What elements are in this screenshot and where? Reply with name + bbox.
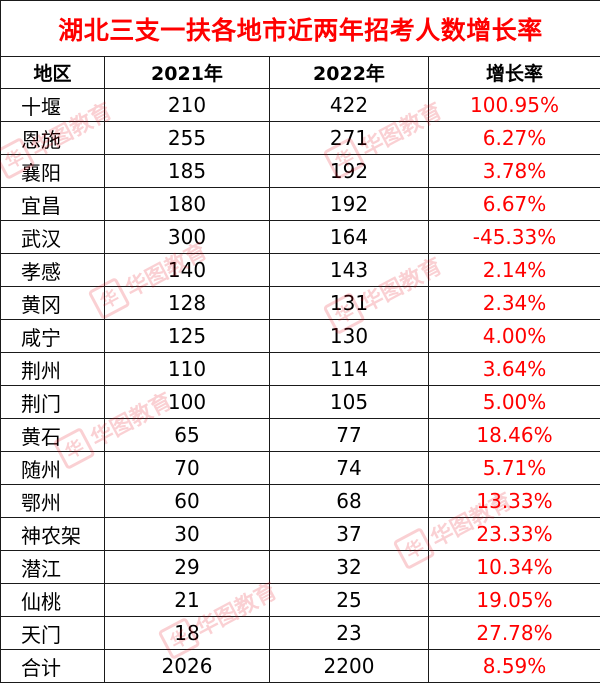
growth-rate-cell: 5.00% <box>427 385 600 419</box>
value-2021-cell: 185 <box>104 154 270 188</box>
region-cell: 孝感 <box>0 253 105 287</box>
region-cell: 宜昌 <box>0 187 105 221</box>
growth-rate-cell: -45.33% <box>427 220 600 254</box>
value-2021-cell: 110 <box>104 352 270 386</box>
table-row: 咸宁 125 130 4.00% <box>0 319 600 353</box>
region-cell: 随州 <box>0 451 105 485</box>
value-2021-cell: 21 <box>104 583 270 617</box>
header-2022: 2022年 <box>269 56 429 89</box>
growth-rate-cell: 6.27% <box>427 121 600 155</box>
region-cell: 天门 <box>0 616 105 650</box>
region-cell: 黄冈 <box>0 286 105 320</box>
value-2022-cell: 37 <box>269 517 429 551</box>
table-row: 恩施 255 271 6.27% <box>0 121 600 155</box>
value-2022-cell: 74 <box>269 451 429 485</box>
value-2021-cell: 100 <box>104 385 270 419</box>
header-region: 地区 <box>0 56 105 89</box>
header-2021: 2021年 <box>104 56 270 89</box>
value-2021-cell: 300 <box>104 220 270 254</box>
value-2022-cell: 131 <box>269 286 429 320</box>
region-cell: 襄阳 <box>0 154 105 188</box>
growth-rate-cell: 2.14% <box>427 253 600 287</box>
table-row: 随州 70 74 5.71% <box>0 451 600 485</box>
header-growth-rate: 增长率 <box>427 56 600 89</box>
growth-rate-cell: 100.95% <box>427 88 600 122</box>
value-2021-cell: 125 <box>104 319 270 353</box>
value-2022-cell: 192 <box>269 154 429 188</box>
region-cell: 仙桃 <box>0 583 105 617</box>
table-row: 仙桃 21 25 19.05% <box>0 583 600 617</box>
value-2022-cell: 32 <box>269 550 429 584</box>
value-2021-cell: 128 <box>104 286 270 320</box>
table-row: 鄂州 60 68 13.33% <box>0 484 600 518</box>
value-2021-cell: 30 <box>104 517 270 551</box>
value-2021-cell: 2026 <box>104 649 270 683</box>
table-row: 十堰 210 422 100.95% <box>0 88 600 122</box>
value-2021-cell: 180 <box>104 187 270 221</box>
value-2021-cell: 65 <box>104 418 270 452</box>
table-body: 十堰 210 422 100.95% 恩施 255 271 6.27% 襄阳 185 192 3.78… <box>0 88 600 683</box>
table-row: 武汉 300 164 -45.33% <box>0 220 600 254</box>
value-2022-cell: 25 <box>269 583 429 617</box>
table-row: 黄石 65 77 18.46% <box>0 418 600 452</box>
table-row: 神农架 30 37 23.33% <box>0 517 600 551</box>
growth-rate-cell: 27.78% <box>427 616 600 650</box>
growth-rate-cell: 3.78% <box>427 154 600 188</box>
region-cell: 黄石 <box>0 418 105 452</box>
value-2022-cell: 2200 <box>269 649 429 683</box>
table-row: 黄冈 128 131 2.34% <box>0 286 600 320</box>
region-cell: 潜江 <box>0 550 105 584</box>
value-2022-cell: 105 <box>269 385 429 419</box>
growth-rate-cell: 8.59% <box>427 649 600 683</box>
growth-rate-cell: 18.46% <box>427 418 600 452</box>
value-2022-cell: 192 <box>269 187 429 221</box>
growth-rate-cell: 10.34% <box>427 550 600 584</box>
value-2021-cell: 70 <box>104 451 270 485</box>
value-2022-cell: 271 <box>269 121 429 155</box>
region-cell: 恩施 <box>0 121 105 155</box>
value-2022-cell: 114 <box>269 352 429 386</box>
region-cell: 武汉 <box>0 220 105 254</box>
growth-rate-cell: 2.34% <box>427 286 600 320</box>
value-2021-cell: 18 <box>104 616 270 650</box>
header-row: 地区 2021年 2022年 增长率 <box>0 56 600 89</box>
value-2022-cell: 422 <box>269 88 429 122</box>
table-row: 孝感 140 143 2.14% <box>0 253 600 287</box>
region-cell: 荆州 <box>0 352 105 386</box>
value-2021-cell: 140 <box>104 253 270 287</box>
table-row: 襄阳 185 192 3.78% <box>0 154 600 188</box>
table-row: 宜昌 180 192 6.67% <box>0 187 600 221</box>
table-title: 湖北三支一扶各地市近两年招考人数增长率 <box>0 0 600 57</box>
value-2021-cell: 255 <box>104 121 270 155</box>
region-cell: 鄂州 <box>0 484 105 518</box>
value-2022-cell: 143 <box>269 253 429 287</box>
growth-rate-cell: 6.67% <box>427 187 600 221</box>
growth-rate-cell: 3.64% <box>427 352 600 386</box>
total-row: 合计 2026 2200 8.59% <box>0 649 600 683</box>
table-row: 荆州 110 114 3.64% <box>0 352 600 386</box>
value-2022-cell: 23 <box>269 616 429 650</box>
growth-rate-cell: 19.05% <box>427 583 600 617</box>
value-2022-cell: 130 <box>269 319 429 353</box>
value-2022-cell: 68 <box>269 484 429 518</box>
region-cell: 十堰 <box>0 88 105 122</box>
region-cell: 神农架 <box>0 517 105 551</box>
growth-rate-cell: 23.33% <box>427 517 600 551</box>
growth-rate-cell: 4.00% <box>427 319 600 353</box>
region-cell: 咸宁 <box>0 319 105 353</box>
value-2022-cell: 164 <box>269 220 429 254</box>
region-cell: 荆门 <box>0 385 105 419</box>
value-2021-cell: 210 <box>104 88 270 122</box>
value-2021-cell: 29 <box>104 550 270 584</box>
growth-rate-cell: 13.33% <box>427 484 600 518</box>
table-row: 潜江 29 32 10.34% <box>0 550 600 584</box>
region-cell: 合计 <box>0 649 105 683</box>
table-row: 天门 18 23 27.78% <box>0 616 600 650</box>
value-2022-cell: 77 <box>269 418 429 452</box>
growth-rate-cell: 5.71% <box>427 451 600 485</box>
table-row: 荆门 100 105 5.00% <box>0 385 600 419</box>
value-2021-cell: 60 <box>104 484 270 518</box>
